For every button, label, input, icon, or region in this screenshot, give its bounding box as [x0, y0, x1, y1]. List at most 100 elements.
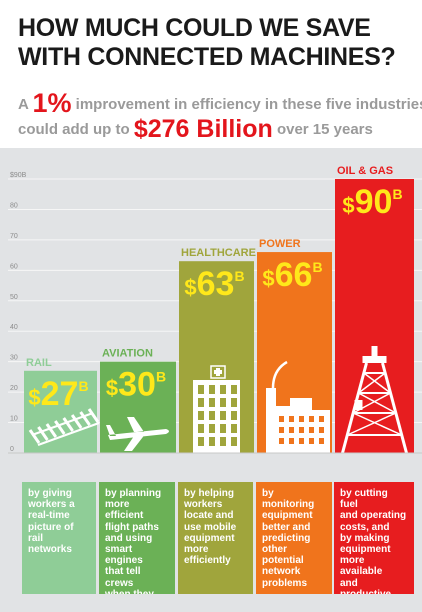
plant-window	[309, 427, 314, 433]
card-text-line: locate and	[184, 510, 234, 522]
plant-window	[299, 416, 304, 422]
y-tick-label: 80	[10, 202, 18, 209]
card-text-line: picture of rail	[28, 521, 74, 544]
bar-group-aviation: AVIATION $30B	[100, 348, 176, 453]
value-prefix: $	[184, 275, 196, 300]
card-text-line: by giving	[28, 488, 72, 499]
percent-highlight: 1%	[32, 88, 72, 118]
card-oil-gas: by cutting fuel and operating costs, and by…	[334, 482, 414, 600]
category-label: HEALTHCARE	[181, 247, 256, 259]
hospital-window	[231, 385, 237, 394]
value-number: 30	[118, 366, 156, 404]
value-prefix: $	[106, 376, 118, 401]
hospital-window	[209, 424, 215, 433]
card-text-line: more efficient	[105, 499, 144, 522]
hospital-window	[209, 411, 215, 420]
card-text-line: network	[262, 566, 301, 578]
value-suffix: B	[312, 259, 322, 275]
hospital-window	[209, 385, 215, 394]
card-text-line: more available	[340, 555, 383, 578]
card-text-line: other potential	[262, 544, 304, 567]
value-label: $30B	[106, 366, 166, 404]
y-tick-label: 10	[10, 416, 18, 423]
plant-window	[309, 438, 314, 444]
rig-platform	[354, 400, 363, 410]
card-text-line: by cutting fuel	[340, 488, 388, 511]
rig-cross	[363, 372, 391, 394]
plant-window	[289, 438, 294, 444]
plant-window	[279, 416, 284, 422]
hospital-window	[198, 424, 204, 433]
card-text-line: equipment	[340, 544, 391, 556]
value-number: 66	[275, 256, 313, 294]
y-tick-label: 40	[10, 324, 18, 331]
amount-highlight: $276 Billion	[133, 115, 273, 143]
title-line-1: HOW MUCH COULD WE SAVE	[18, 14, 371, 42]
card-text-line: that tell crews	[105, 566, 141, 589]
value-suffix: B	[234, 268, 244, 284]
subtitle-text-a: A	[18, 96, 29, 113]
hospital-window	[220, 385, 226, 394]
rail-tie	[79, 411, 91, 426]
rig-cross	[352, 412, 403, 436]
value-label: $63B	[184, 265, 244, 303]
value-number: 63	[197, 265, 235, 303]
subtitle-text-c: could add up to	[18, 121, 130, 138]
hospital-window	[198, 437, 204, 446]
value-label: $66B	[262, 256, 322, 294]
airplane-shape	[106, 417, 169, 451]
plant-window	[319, 416, 324, 422]
rail-track-icon	[28, 408, 100, 447]
hospital-window	[220, 437, 226, 446]
category-label: AVIATION	[102, 348, 153, 360]
hospital-window	[231, 411, 237, 420]
hospital-window	[220, 424, 226, 433]
card-text-line: predicting	[262, 532, 311, 544]
card-text-line: costs, and	[340, 521, 390, 533]
card-text-line: better and	[262, 521, 311, 533]
bar-group-healthcare: HEALTHCARE $63B	[179, 247, 256, 453]
rail-tie	[62, 417, 74, 432]
rig-cross	[346, 412, 397, 436]
hospital-window	[231, 398, 237, 407]
rail-tie	[54, 420, 66, 435]
card-text-line: more	[184, 544, 209, 556]
category-label: RAIL	[26, 357, 52, 369]
plant-window	[299, 438, 304, 444]
hospital-icon	[193, 365, 240, 453]
plant-window	[319, 438, 324, 444]
power-plant-icon	[266, 360, 330, 453]
y-tick-label: 30	[10, 355, 18, 362]
card-rail: by giving workers a real-time picture of ra…	[22, 482, 96, 594]
rail-tie	[87, 408, 100, 423]
y-tick-label: 60	[10, 263, 18, 270]
card-text-line: by helping	[184, 488, 234, 499]
bar-group-oil-gas: OIL & GAS $90B	[335, 165, 414, 454]
title-line-2: WITH CONNECTED MACHINES?	[18, 43, 396, 71]
hospital-window	[220, 398, 226, 407]
plant-window	[289, 427, 294, 433]
hospital-window	[231, 424, 237, 433]
rail-tie	[28, 429, 41, 444]
y-tick-label: 20	[10, 385, 18, 392]
plant-window	[319, 427, 324, 433]
card-power: by monitoring equipment better and predicti…	[256, 482, 332, 594]
rail-tie	[70, 414, 83, 429]
value-number: 90	[355, 183, 393, 221]
bottom-strip	[0, 594, 422, 612]
card-text-line: and operating	[340, 510, 407, 522]
smoke	[271, 360, 288, 389]
subtitle-text-d: over 15 years	[276, 121, 373, 138]
card-text-line: by monitoring	[262, 488, 315, 511]
hospital-window	[198, 385, 204, 394]
rig-top	[362, 356, 387, 363]
category-label: OIL & GAS	[337, 165, 393, 177]
y-tick-label: 70	[10, 233, 18, 240]
y-tick-label: 50	[10, 294, 18, 301]
category-label: POWER	[259, 238, 301, 250]
header: HOW MUCH COULD WE SAVE WITH CONNECTED MA…	[0, 0, 422, 148]
value-label: $90B	[342, 183, 402, 221]
bar-group-power: POWER $66B	[257, 238, 332, 453]
card-healthcare: by helping workers locate and use mobile equ…	[178, 482, 253, 594]
y-tick-label: $90B	[10, 172, 27, 179]
